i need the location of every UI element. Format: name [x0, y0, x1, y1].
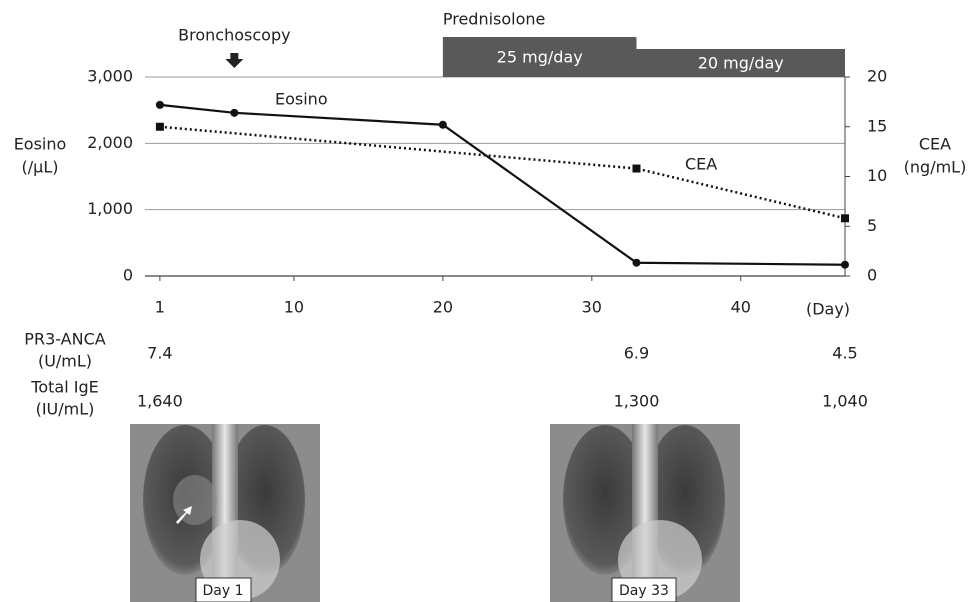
row-value: 6.9	[624, 344, 649, 363]
row-value: 1,640	[137, 392, 183, 411]
xray-day33	[550, 424, 740, 602]
image-label: Day 1	[202, 583, 243, 599]
treatment-label: Prednisolone	[443, 10, 546, 29]
data-point	[632, 165, 640, 173]
y2-axis-label: CEA	[919, 135, 951, 154]
row-label: PR3-ANCA	[24, 330, 105, 349]
xray-day1	[130, 424, 320, 602]
data-point	[156, 101, 164, 109]
series-label: Eosino	[275, 90, 328, 109]
y2-tick-label: 0	[867, 266, 877, 285]
data-point	[156, 123, 164, 131]
image-label: Day 33	[619, 583, 669, 599]
row-label: (IU/mL)	[36, 400, 95, 419]
event-label: Bronchoscopy	[178, 26, 290, 45]
y2-tick-label: 20	[867, 67, 887, 86]
row-label: (U/mL)	[38, 352, 92, 371]
x-tick-label: 20	[433, 298, 453, 317]
x-tick-label: 10	[284, 298, 304, 317]
y2-tick-label: 10	[867, 166, 887, 185]
y-axis-label: (/μL)	[22, 158, 59, 177]
data-point	[841, 214, 849, 222]
y-tick-label: 2,000	[87, 133, 133, 152]
row-label: Total IgE	[30, 378, 98, 397]
y2-axis-label: (ng/mL)	[904, 158, 967, 177]
series-line	[160, 127, 845, 219]
y-tick-label: 3,000	[87, 67, 133, 86]
data-point	[230, 109, 238, 117]
data-point	[632, 259, 640, 267]
y2-tick-label: 15	[867, 116, 887, 135]
series-label: CEA	[685, 155, 717, 174]
data-point	[841, 261, 849, 269]
treatment-dose: 20 mg/day	[698, 54, 784, 73]
data-point	[439, 121, 447, 129]
y-axis-label: Eosino	[14, 135, 67, 154]
series-line	[160, 105, 845, 265]
row-value: 4.5	[832, 344, 857, 363]
y2-tick-label: 5	[867, 216, 877, 235]
chart: Day 1 Day 33 Eosino (/μL) CEA (ng/mL) (D…	[0, 0, 975, 602]
y-tick-label: 1,000	[87, 199, 133, 218]
event-arrow	[225, 53, 243, 68]
x-axis-label: (Day)	[806, 300, 850, 319]
row-value: 7.4	[147, 344, 172, 363]
x-tick-label: 1	[155, 298, 165, 317]
treatment-dose: 25 mg/day	[497, 48, 583, 67]
x-tick-label: 40	[731, 298, 751, 317]
y-tick-label: 0	[123, 266, 133, 285]
row-value: 1,040	[822, 392, 868, 411]
x-tick-label: 30	[582, 298, 602, 317]
row-value: 1,300	[614, 392, 660, 411]
